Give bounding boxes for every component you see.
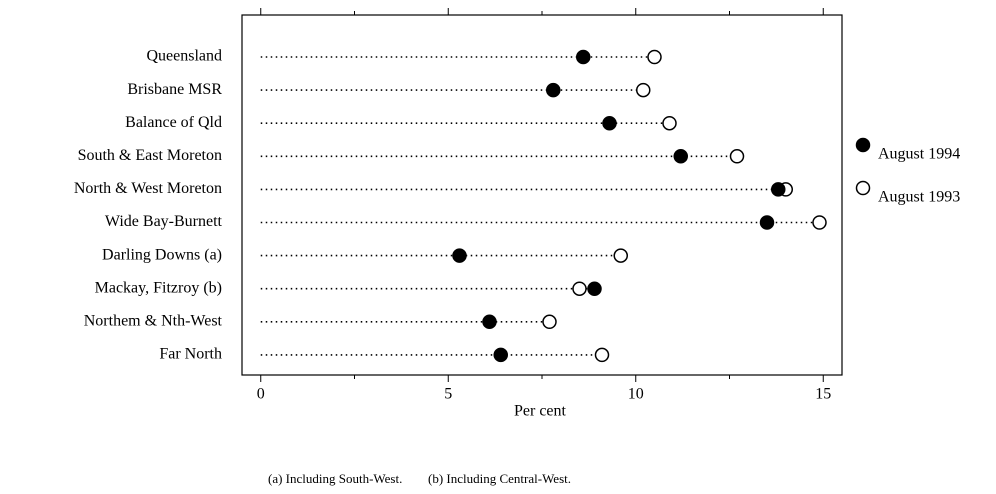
y-tick-label: South & East Moreton <box>78 147 222 164</box>
x-tick-label: 10 <box>628 386 644 403</box>
y-tick-label: Wide Bay-Burnett <box>105 213 223 230</box>
legend-marker <box>855 180 871 196</box>
x-axis-label: Per cent <box>514 403 567 420</box>
dot <box>729 149 745 164</box>
dot <box>482 314 497 330</box>
dot <box>602 115 617 131</box>
dot <box>636 82 651 98</box>
y-tick-label: North & West Moreton <box>74 180 222 197</box>
dot <box>771 182 786 197</box>
x-tick-label: 15 <box>815 386 831 403</box>
y-tick-label: Darling Downs (a) <box>102 246 222 263</box>
dot <box>542 314 557 330</box>
dot <box>812 215 827 230</box>
legend-label: August 1994 <box>878 146 960 163</box>
footnote: (b) Including Central-West. <box>428 471 571 486</box>
dot <box>594 347 610 363</box>
x-tick-label: 5 <box>444 386 452 403</box>
dot <box>587 281 602 296</box>
legend-marker <box>855 137 871 153</box>
dot <box>647 49 662 65</box>
dot <box>673 149 688 164</box>
dot <box>493 347 508 363</box>
dot <box>759 215 775 230</box>
dot <box>452 248 467 263</box>
dot <box>576 49 591 65</box>
footnote: (a) Including South-West. <box>268 471 402 486</box>
x-tick-label: 0 <box>257 386 265 403</box>
y-tick-label: Far North <box>159 346 222 363</box>
dot <box>662 115 677 131</box>
dot <box>613 248 628 263</box>
y-tick-label: Balance of Qld <box>125 114 222 131</box>
y-tick-label: Queensland <box>146 48 222 65</box>
dot <box>546 82 561 98</box>
dot <box>572 281 587 296</box>
y-tick-label: Mackay, Fitzroy (b) <box>95 279 222 296</box>
y-tick-label: Brisbane MSR <box>127 81 222 98</box>
legend-label: August 1993 <box>878 189 960 206</box>
y-tick-label: Northem & Nth-West <box>84 312 223 329</box>
